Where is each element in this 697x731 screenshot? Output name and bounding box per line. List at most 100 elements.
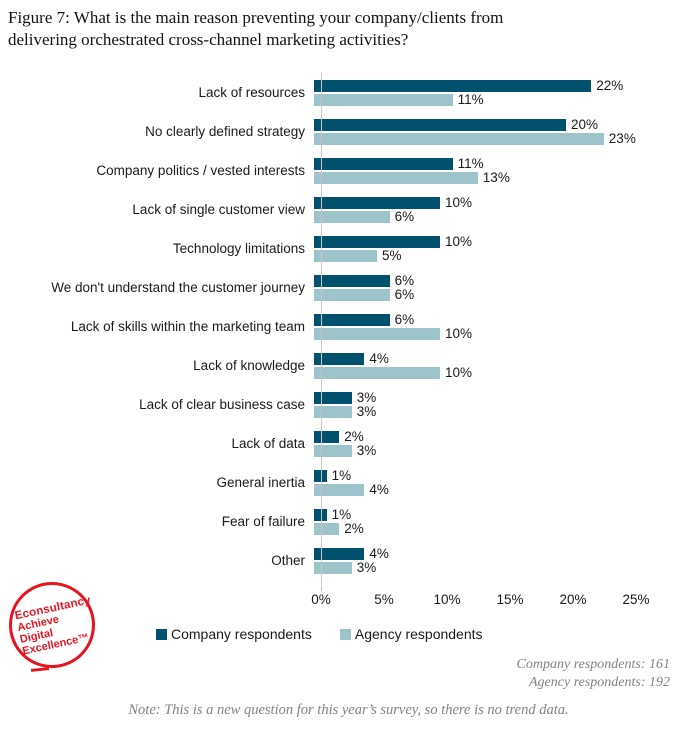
chart-row: Lack of single customer view 10% 6% — [0, 190, 697, 229]
chart-row: Lack of knowledge 4% 10% — [0, 346, 697, 385]
agency-bar — [314, 405, 352, 418]
bar-line: 11% — [314, 156, 689, 171]
bar-group: 20% 23% — [313, 117, 689, 146]
bar-line: 6% — [314, 273, 689, 288]
chart-row: We don't understand the customer journey… — [0, 268, 697, 307]
value-label: 11% — [457, 156, 484, 171]
bar-line: 4% — [314, 546, 689, 561]
category-label: Other — [271, 553, 305, 568]
agency-bar — [314, 288, 390, 301]
bar-line: 5% — [314, 248, 689, 263]
x-tick-label: 10% — [433, 592, 461, 607]
bar-line: 3% — [314, 443, 689, 458]
chart-row: Lack of clear business case 3% 3% — [0, 385, 697, 424]
x-tick-label: 0% — [311, 592, 331, 607]
bar-line: 10% — [314, 365, 689, 380]
legend-item-company: Company respondents — [156, 626, 312, 642]
bar-group: 1% 2% — [313, 507, 689, 536]
category-label: Lack of data — [231, 436, 305, 451]
bar-group: 6% 6% — [313, 273, 689, 302]
value-label: 2% — [344, 521, 364, 536]
category-label: General inertia — [216, 475, 305, 490]
value-label: 11% — [457, 92, 484, 107]
bar-line: 10% — [314, 195, 689, 210]
chart-rows: Lack of resources 22% 11% No clearly define… — [0, 73, 697, 580]
bar-line: 2% — [314, 521, 689, 536]
bar-line: 6% — [314, 287, 689, 302]
chart-row: Technology limitations 10% 5% — [0, 229, 697, 268]
bar-line: 4% — [314, 482, 689, 497]
company-bar — [314, 196, 440, 209]
bar-group: 6% 10% — [313, 312, 689, 341]
bar-line: 6% — [314, 312, 689, 327]
bar-group: 3% 3% — [313, 390, 689, 419]
value-label: 10% — [445, 195, 473, 210]
agency-swatch-icon — [339, 628, 351, 640]
bar-chart-plot: Lack of resources 22% 11% No clearly define… — [0, 73, 697, 610]
bar-line: 4% — [314, 351, 689, 366]
chart-row: Company politics / vested interests 11% 13… — [0, 151, 697, 190]
category-label: No clearly defined strategy — [145, 124, 305, 139]
agency-bar — [314, 249, 377, 262]
bar-line: 20% — [314, 117, 689, 132]
bar-group: 10% 6% — [313, 195, 689, 224]
value-label: 1% — [331, 507, 352, 522]
bar-line: 2% — [314, 429, 689, 444]
agency-bar — [314, 327, 440, 340]
company-bar — [314, 547, 365, 560]
bar-group: 2% 3% — [313, 429, 689, 458]
agency-bar — [314, 483, 365, 496]
chart-row: Lack of resources 22% 11% — [0, 73, 697, 112]
legend-label-agency: Agency respondents — [354, 626, 483, 642]
category-label: Company politics / vested interests — [96, 163, 305, 178]
bar-group: 10% 5% — [313, 234, 689, 263]
chart-title: Figure 7: What is the main reason preven… — [8, 8, 504, 49]
company-bar — [314, 313, 390, 326]
value-label: 10% — [445, 365, 473, 380]
value-label: 10% — [445, 326, 473, 341]
value-label: 5% — [382, 248, 402, 263]
bar-group: 22% 11% — [313, 78, 689, 107]
agency-bar — [314, 444, 352, 457]
value-label: 6% — [394, 312, 415, 327]
bar-line: 6% — [314, 209, 689, 224]
bar-group: 11% 13% — [313, 156, 689, 185]
category-label: Lack of resources — [198, 85, 305, 100]
chart-row: Other 4% 3% — [0, 541, 697, 580]
legend: Company respondents Agency respondents — [156, 626, 697, 642]
agency-bar — [314, 366, 440, 379]
y-axis-line — [321, 73, 322, 591]
value-label: 20% — [571, 117, 599, 132]
chart-row: No clearly defined strategy 20% 23% — [0, 112, 697, 151]
category-label: Technology limitations — [172, 241, 305, 256]
chart-row: General inertia 1% 4% — [0, 463, 697, 502]
company-bar — [314, 118, 566, 131]
company-bar — [314, 508, 327, 521]
agency-bar — [314, 132, 604, 145]
company-bar — [314, 430, 340, 443]
agency-bar — [314, 93, 453, 106]
value-label: 3% — [356, 443, 377, 458]
value-label: 3% — [356, 560, 377, 575]
footnote: Note: This is a new question for this ye… — [128, 702, 569, 718]
bar-line: 10% — [314, 234, 689, 249]
x-tick-label: 5% — [374, 592, 394, 607]
company-swatch-icon — [156, 628, 167, 640]
value-label: 6% — [394, 209, 415, 224]
x-tick-label: 20% — [559, 592, 587, 607]
bar-group: 1% 4% — [313, 468, 689, 497]
value-label: 4% — [369, 351, 389, 366]
value-label: 10% — [445, 234, 473, 249]
bar-line: 10% — [314, 326, 689, 341]
logo-dash-icon — [30, 667, 50, 672]
category-label: Fear of failure — [221, 514, 305, 529]
category-label: Lack of skills within the marketing team — [70, 319, 305, 334]
value-label: 4% — [369, 546, 389, 561]
agency-bar — [314, 561, 352, 574]
bar-line: 11% — [314, 92, 689, 107]
bar-line: 3% — [314, 560, 689, 575]
respondent-counts: Company respondents: 161 Agency responde… — [517, 656, 670, 692]
bar-line: 3% — [314, 404, 689, 419]
legend-item-agency: Agency respondents — [339, 626, 483, 642]
value-label: 2% — [344, 429, 364, 444]
